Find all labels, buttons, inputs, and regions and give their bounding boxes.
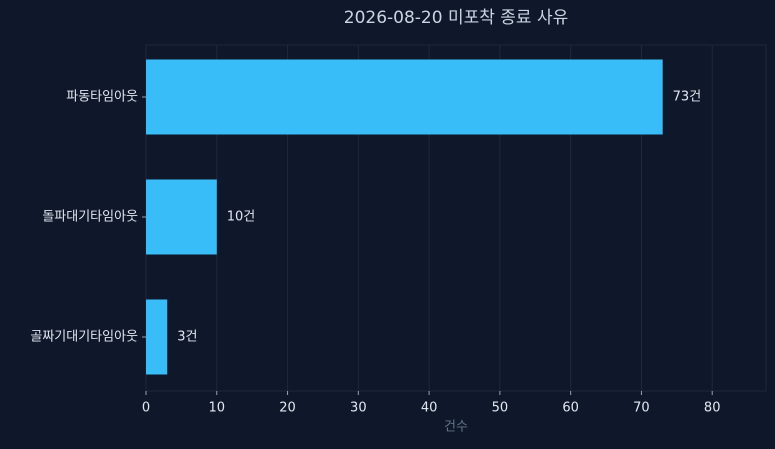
x-tick-label: 80	[704, 401, 721, 416]
x-tick-label: 50	[492, 401, 509, 416]
bar	[146, 299, 168, 375]
x-tick-label: 0	[142, 401, 150, 416]
x-tick-label: 40	[421, 401, 438, 416]
x-tick-label: 70	[633, 401, 650, 416]
bar	[146, 179, 217, 255]
x-axis-label: 건수	[444, 420, 468, 435]
x-tick-label: 60	[562, 401, 579, 416]
y-tick-label: 파동타임아웃	[66, 90, 138, 105]
x-tick-label: 20	[279, 401, 296, 416]
chart-title: 2026-08-20 미포착 종료 사유	[344, 8, 569, 28]
x-tick-label: 30	[350, 401, 367, 416]
bar	[146, 59, 663, 135]
value-label: 73건	[673, 90, 702, 105]
value-label: 3건	[177, 330, 197, 345]
y-tick-label: 돌파대기타임아웃	[42, 210, 138, 225]
x-tick-label: 10	[209, 401, 226, 416]
value-label: 10건	[227, 210, 256, 225]
y-tick-label: 골짜기대기타임아웃	[30, 330, 138, 345]
